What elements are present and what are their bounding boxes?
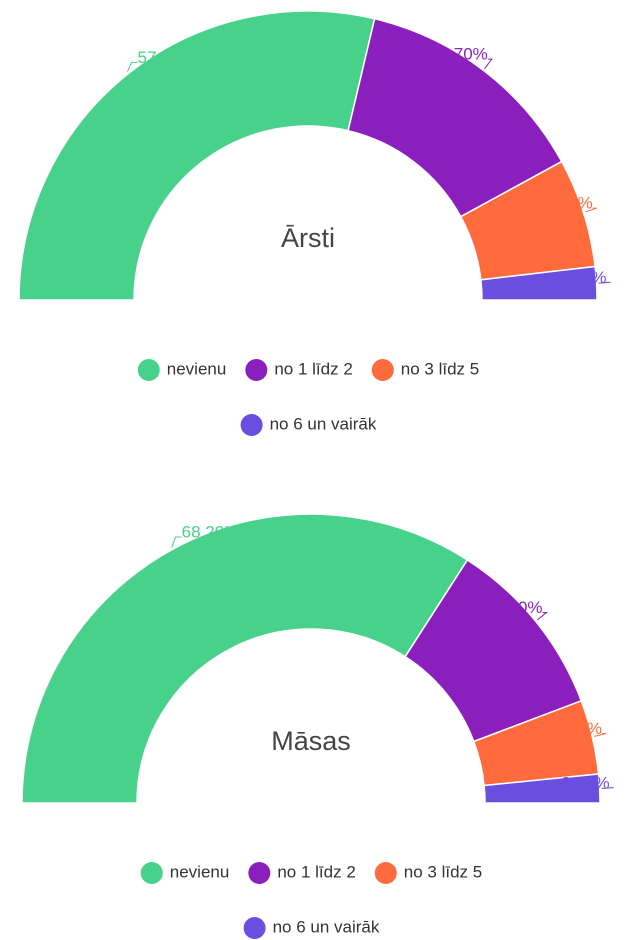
data-label: 8,30% (554, 719, 602, 738)
legend-swatch (137, 359, 160, 381)
legend-label: no 6 un vairāk (273, 917, 380, 936)
legend-swatch (240, 414, 263, 436)
data-label: 68,20% (182, 523, 240, 542)
legend-swatch (243, 917, 266, 939)
leader-line (171, 536, 182, 548)
legend-row: no 6 un vairāk (243, 917, 380, 939)
legend-label: no 1 līdz 2 (277, 862, 355, 881)
data-label: 12,20% (535, 194, 593, 213)
leader-line (484, 58, 493, 69)
legend-label: nevienu (167, 359, 227, 378)
legend-row: nevienu no 1 līdz 2 no 3 līdz 5 (137, 359, 479, 381)
legend-label: no 3 līdz 5 (401, 359, 479, 378)
legend-row: no 6 un vairāk (240, 414, 377, 436)
legend-label: no 6 un vairāk (270, 414, 377, 433)
wedge (18, 10, 376, 301)
legend-swatch (374, 862, 397, 884)
leader-line (127, 61, 138, 72)
leader-line (594, 733, 607, 737)
data-label: 20,30% (485, 598, 543, 617)
leader-line (598, 281, 611, 284)
wedge (483, 773, 601, 804)
data-label: 57,40% (137, 48, 195, 67)
wedge (21, 513, 469, 804)
legend-swatch (245, 359, 268, 381)
leader-line (585, 207, 597, 213)
legend-row: nevienu no 1 līdz 2 no 3 līdz 5 (140, 862, 482, 884)
chart-title: Māsas (271, 726, 351, 756)
data-label: 3,20% (561, 773, 609, 792)
wedge (479, 265, 598, 301)
legend-swatch (248, 862, 271, 884)
leader-line (536, 611, 548, 621)
legend-swatch (371, 359, 394, 381)
leader-line (601, 787, 614, 789)
data-label: 3,70% (558, 268, 606, 287)
legend-label: no 3 līdz 5 (404, 862, 482, 881)
legend-label: nevienu (170, 862, 230, 881)
data-label: 26,70% (430, 45, 488, 64)
legend-swatch (140, 862, 163, 884)
legend-label: no 1 līdz 2 (274, 359, 352, 378)
chart-title: Ārsti (281, 223, 335, 253)
